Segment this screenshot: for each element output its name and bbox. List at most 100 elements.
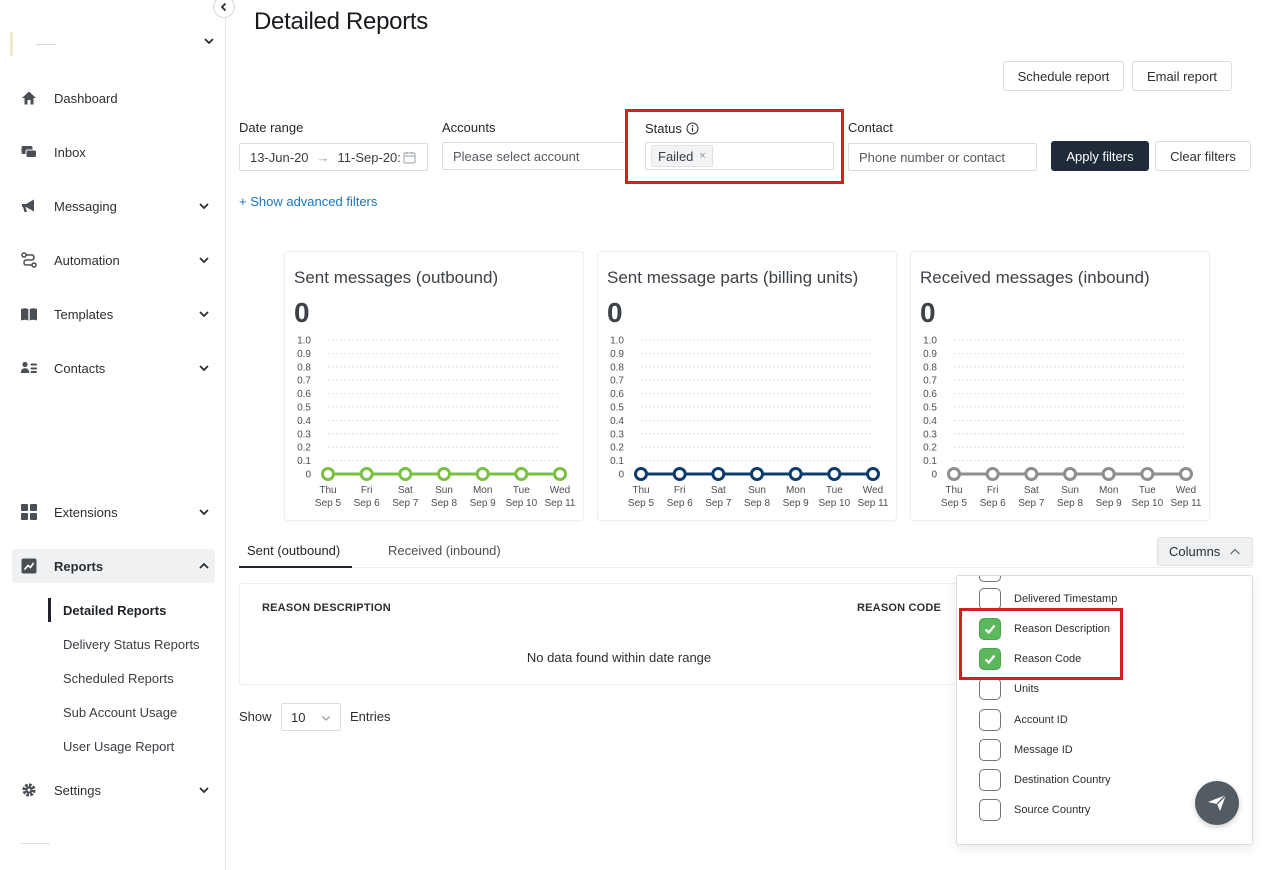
sidebar-item-automation[interactable]: Automation [12,243,215,277]
sidebar-item-messaging[interactable]: Messaging [12,189,215,223]
date-range-picker[interactable]: 13-Jun-20 → 11-Sep-20: [239,143,428,171]
x-tick-label: Fri [987,485,999,496]
column-option-units[interactable]: Units [979,678,1039,700]
card-value: 0 [294,297,310,328]
column-option-destination-country[interactable]: Destination Country [979,769,1111,791]
checkbox[interactable] [979,588,1001,610]
email-report-button[interactable]: Email report [1132,61,1232,91]
sidebar-subitem-scheduled-reports[interactable]: Scheduled Reports [63,671,174,686]
collapse-sidebar-button[interactable] [213,0,235,18]
checkbox[interactable] [979,769,1001,791]
column-option-source-country[interactable]: Source Country [979,799,1090,821]
accounts-select[interactable]: Please select account [442,142,628,170]
date-start[interactable]: 13-Jun-20 [250,149,309,165]
clear-filters-button[interactable]: Clear filters [1155,141,1251,171]
sidebar-item-templates[interactable]: Templates [12,297,215,331]
card-value: 0 [607,297,623,328]
chart-card-sent: Sent messages (outbound) 0 0 0.1 0.2 0.3 0.4… [284,251,584,521]
y-tick-label: 0.6 [923,389,937,400]
sidebar-item-settings[interactable]: Settings [12,773,215,807]
sidebar-item-dashboard[interactable]: Dashboard [12,81,215,115]
checkbox-checked[interactable] [979,648,1001,670]
sidebar-subitem-user-usage-report[interactable]: User Usage Report [63,739,175,754]
data-point [866,467,880,481]
checkbox-checked[interactable] [979,618,1001,640]
x-tick-label: Thu [945,485,962,496]
apply-filters-button[interactable]: Apply filters [1051,141,1149,171]
y-tick-label: 0.3 [610,429,624,440]
column-option-message-id[interactable]: Message ID [979,739,1073,761]
y-tick-label: 0.1 [297,456,311,467]
page-size-select[interactable]: 10 [281,703,341,731]
sidebar-subitem-sub-account-usage[interactable]: Sub Account Usage [63,705,178,720]
date-range-label: Date range [239,120,304,135]
line-chart: 0 0.1 0.2 0.3 0.4 0.5 0.6 0.7 0.8 0.9 1.0 Thu Sep 5 F… [610,336,889,510]
sidebar-item-inbox[interactable]: Inbox [12,135,215,169]
entries-label: Entries [350,709,391,724]
x-tick-label: Sep 7 [1018,498,1045,509]
grid-icon [21,504,37,520]
chart-icon [21,558,37,574]
sidebar-item-label: Automation [54,252,120,268]
checkbox-partial[interactable] [979,576,1001,582]
column-option-label: Account ID [1014,714,1068,726]
column-option-label: Reason Code [1014,653,1082,665]
status-select[interactable]: Failed × [645,142,834,170]
column-option-delivered-timestamp[interactable]: Delivered Timestamp [979,588,1117,610]
calendar-icon [403,151,416,163]
send-icon [1208,794,1227,811]
chevron-down-icon [199,365,209,372]
data-point [1140,467,1155,481]
tab-received-inbound[interactable]: Received (inbound) [388,543,501,558]
schedule-report-button[interactable]: Schedule report [1003,61,1124,91]
info-icon[interactable] [686,122,699,135]
contact-label: Contact [848,120,893,135]
checkbox[interactable] [979,678,1001,700]
y-tick-label: 1.0 [923,336,937,347]
column-option-account-id[interactable]: Account ID [979,709,1068,731]
account-name-placeholder [36,44,56,45]
data-point [788,467,803,481]
column-option-reason-description[interactable]: Reason Description [979,618,1110,640]
data-point [321,467,335,481]
sidebar-item-label: Extensions [54,504,118,520]
sidebar-subitem-detailed-reports[interactable]: Detailed Reports [63,603,167,618]
columns-button[interactable]: Columns [1157,537,1253,566]
x-tick-label: Sep 10 [818,498,850,509]
column-option-reason-code[interactable]: Reason Code [979,648,1081,670]
chevron-down-icon [199,257,209,264]
divider [20,843,50,844]
chat-button[interactable] [1195,781,1239,825]
home-icon [22,91,36,105]
y-tick-label: 0.4 [297,416,311,427]
status-label-wrap: Status [645,121,699,136]
x-tick-label: Sun [435,485,453,496]
date-end[interactable]: 11-Sep-20: [337,149,401,165]
column-header-reason-code[interactable]: REASON CODE [857,602,942,614]
tabs-divider [239,567,1253,568]
column-header-reason-description[interactable]: REASON DESCRIPTION [262,602,391,614]
account-switcher[interactable] [10,30,216,60]
data-point [1101,467,1116,481]
checkmark-icon [984,624,996,635]
x-tick-label: Sep 5 [628,498,655,509]
checkbox[interactable] [979,739,1001,761]
sidebar-item-label: Dashboard [54,90,118,106]
sidebar-item-extensions[interactable]: Extensions [12,495,215,529]
book-icon [21,308,37,321]
checkbox[interactable] [979,799,1001,821]
sidebar: Dashboard Inbox Messaging Automation Tem… [0,0,226,870]
checkbox[interactable] [979,709,1001,731]
close-icon[interactable]: × [699,150,706,162]
x-tick-label: Sep 8 [1057,498,1084,509]
sidebar-subitem-delivery-status-reports[interactable]: Delivery Status Reports [63,637,200,652]
x-tick-label: Thu [319,485,336,496]
y-tick-label: 0.3 [297,429,311,440]
show-advanced-filters-link[interactable]: + Show advanced filters [239,194,378,209]
y-tick-label: 0.9 [923,349,937,360]
column-option-label: Message ID [1014,744,1073,756]
sidebar-item-reports[interactable]: Reports [12,549,215,583]
sidebar-item-contacts[interactable]: Contacts [12,351,215,385]
contact-input[interactable]: Phone number or contact [848,143,1037,171]
tab-sent-outbound[interactable]: Sent (outbound) [247,543,341,558]
